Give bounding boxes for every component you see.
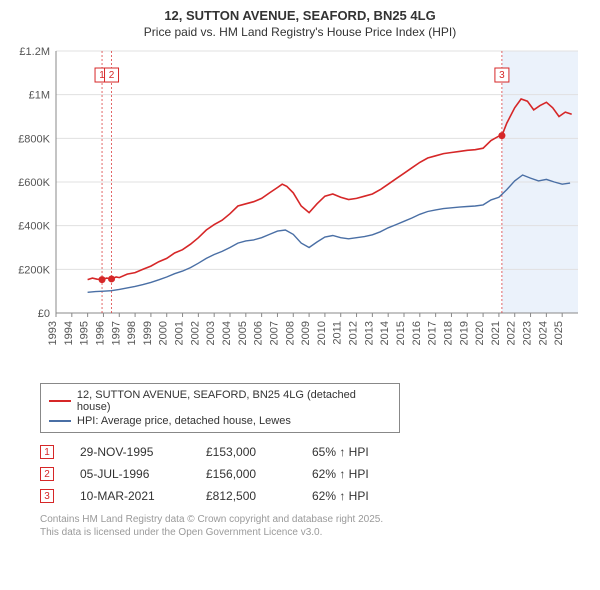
- legend-label-property: 12, SUTTON AVENUE, SEAFORD, BN25 4LG (de…: [77, 389, 391, 413]
- sale-price-3: £812,500: [206, 489, 286, 503]
- chart-area: £0 £200K £400K £600K £800K £1M £1.2M 1993 1994 19…: [12, 45, 588, 375]
- svg-text:1993: 1993: [47, 321, 59, 345]
- chart-container: 12, SUTTON AVENUE, SEAFORD, BN25 4LG Pri…: [0, 0, 600, 545]
- svg-text:£400K: £400K: [18, 221, 50, 233]
- svg-text:2010: 2010: [316, 321, 328, 345]
- sale-pct-2: 62% ↑ HPI: [312, 467, 402, 481]
- svg-text:2005: 2005: [237, 321, 249, 345]
- title-address: 12, SUTTON AVENUE, SEAFORD, BN25 4LG: [12, 8, 588, 23]
- svg-text:2007: 2007: [268, 321, 280, 345]
- svg-text:2015: 2015: [395, 321, 407, 345]
- chart-svg: £0 £200K £400K £600K £800K £1M £1.2M 1993 1994 19…: [12, 45, 588, 375]
- sale-price-2: £156,000: [206, 467, 286, 481]
- svg-text:2023: 2023: [522, 321, 534, 345]
- svg-text:2019: 2019: [458, 321, 470, 345]
- svg-text:£0: £0: [38, 308, 50, 320]
- legend-swatch-hpi: [49, 420, 71, 422]
- svg-text:2012: 2012: [348, 321, 360, 345]
- svg-text:2011: 2011: [332, 321, 344, 345]
- sale-date-1: 29-NOV-1995: [80, 445, 180, 459]
- svg-text:1995: 1995: [79, 321, 91, 345]
- svg-text:2008: 2008: [284, 321, 296, 345]
- svg-text:1999: 1999: [142, 321, 154, 345]
- svg-text:2001: 2001: [174, 321, 186, 345]
- sale-row-2: 2 05-JUL-1996 £156,000 62% ↑ HPI: [40, 463, 588, 485]
- sale-row-1: 1 29-NOV-1995 £153,000 65% ↑ HPI: [40, 441, 588, 463]
- legend-item-hpi: HPI: Average price, detached house, Lewe…: [49, 414, 391, 428]
- sale-marker-1: 1: [40, 445, 54, 459]
- sale-date-3: 10-MAR-2021: [80, 489, 180, 503]
- svg-text:£1.2M: £1.2M: [19, 46, 50, 58]
- svg-text:1994: 1994: [63, 321, 75, 345]
- svg-text:2000: 2000: [158, 321, 170, 345]
- svg-text:2017: 2017: [427, 321, 439, 345]
- svg-text:1997: 1997: [110, 321, 122, 345]
- sale-date-2: 05-JUL-1996: [80, 467, 180, 481]
- svg-text:1998: 1998: [126, 321, 138, 345]
- sale-pct-1: 65% ↑ HPI: [312, 445, 402, 459]
- svg-text:2003: 2003: [205, 321, 217, 345]
- sale-marker-2: 2: [40, 467, 54, 481]
- svg-text:£800K: £800K: [18, 133, 50, 145]
- sale-pct-3: 62% ↑ HPI: [312, 489, 402, 503]
- svg-text:2025: 2025: [553, 321, 565, 345]
- svg-text:£1M: £1M: [29, 90, 50, 102]
- sale-marker-3: 3: [40, 489, 54, 503]
- svg-text:2: 2: [109, 70, 115, 81]
- svg-text:£600K: £600K: [18, 177, 50, 189]
- svg-text:2021: 2021: [490, 321, 502, 345]
- legend-box: 12, SUTTON AVENUE, SEAFORD, BN25 4LG (de…: [40, 383, 400, 433]
- svg-text:2009: 2009: [300, 321, 312, 345]
- svg-text:2006: 2006: [253, 321, 265, 345]
- attribution: Contains HM Land Registry data © Crown c…: [40, 513, 588, 539]
- title-subtitle: Price paid vs. HM Land Registry's House …: [12, 25, 588, 39]
- svg-text:2016: 2016: [411, 321, 423, 345]
- svg-text:2004: 2004: [221, 321, 233, 345]
- sales-table: 1 29-NOV-1995 £153,000 65% ↑ HPI 2 05-JU…: [40, 441, 588, 507]
- title-block: 12, SUTTON AVENUE, SEAFORD, BN25 4LG Pri…: [12, 8, 588, 39]
- svg-text:2018: 2018: [442, 321, 454, 345]
- legend-item-property: 12, SUTTON AVENUE, SEAFORD, BN25 4LG (de…: [49, 388, 391, 414]
- legend-swatch-property: [49, 400, 71, 402]
- attribution-line1: Contains HM Land Registry data © Crown c…: [40, 513, 588, 526]
- sale-price-1: £153,000: [206, 445, 286, 459]
- sale-row-3: 3 10-MAR-2021 £812,500 62% ↑ HPI: [40, 485, 588, 507]
- attribution-line2: This data is licensed under the Open Gov…: [40, 526, 588, 539]
- svg-text:2022: 2022: [506, 321, 518, 345]
- svg-text:2020: 2020: [474, 321, 486, 345]
- svg-text:2002: 2002: [189, 321, 201, 345]
- svg-text:2013: 2013: [363, 321, 375, 345]
- svg-text:1996: 1996: [94, 321, 106, 345]
- svg-text:2024: 2024: [537, 321, 549, 345]
- svg-text:3: 3: [499, 70, 505, 81]
- svg-text:£200K: £200K: [18, 264, 50, 276]
- legend-label-hpi: HPI: Average price, detached house, Lewe…: [77, 415, 291, 427]
- svg-text:2014: 2014: [379, 321, 391, 345]
